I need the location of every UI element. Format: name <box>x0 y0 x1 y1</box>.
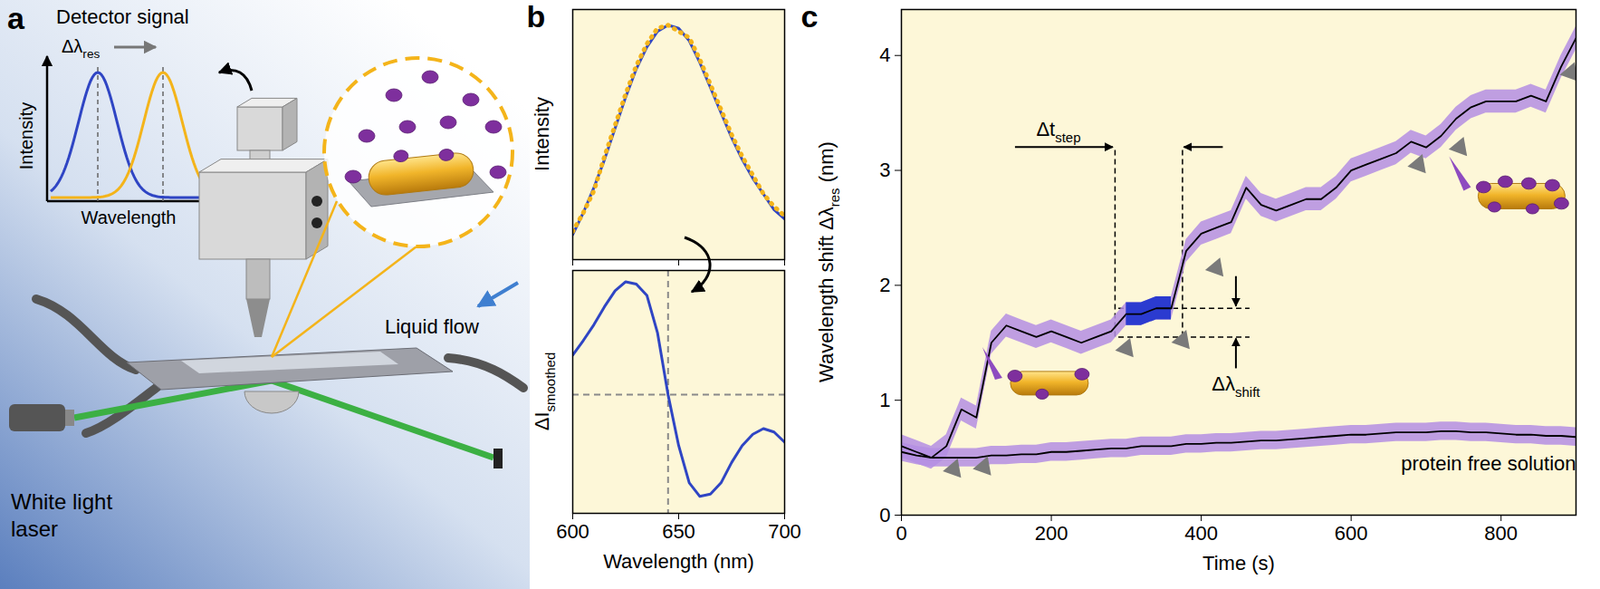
svg-text:Δtstep: Δtstep <box>1035 117 1081 145</box>
svg-text:400: 400 <box>1184 521 1218 545</box>
svg-text:Δλshift: Δλshift <box>1211 372 1261 400</box>
svg-text:1: 1 <box>879 388 891 412</box>
svg-text:Wavelength: Wavelength <box>81 207 177 228</box>
svg-text:3: 3 <box>879 158 891 182</box>
svg-text:4: 4 <box>879 43 891 67</box>
svg-text:White light: White light <box>10 488 113 514</box>
svg-text:700: 700 <box>767 519 802 543</box>
svg-text:Intensity: Intensity <box>530 96 554 172</box>
svg-text:c: c <box>801 0 819 34</box>
svg-text:a: a <box>7 0 26 36</box>
svg-text:Time (s): Time (s) <box>1202 551 1275 575</box>
svg-text:200: 200 <box>1034 521 1069 545</box>
svg-text:laser: laser <box>10 516 58 541</box>
svg-text:protein free solution: protein free solution <box>1400 451 1576 475</box>
svg-text:600: 600 <box>555 519 590 543</box>
svg-text:800: 800 <box>1484 521 1518 545</box>
svg-text:Δλres: Δλres <box>61 36 100 61</box>
svg-text:Liquid flow: Liquid flow <box>384 315 480 338</box>
svg-text:ΔIsmoothed: ΔIsmoothed <box>530 352 558 431</box>
svg-text:600: 600 <box>1334 521 1369 545</box>
svg-text:Wavelength (nm): Wavelength (nm) <box>603 549 755 573</box>
svg-text:2: 2 <box>879 273 891 297</box>
svg-text:Detector signal: Detector signal <box>56 5 190 29</box>
svg-text:650: 650 <box>661 519 696 543</box>
svg-text:0: 0 <box>895 521 907 545</box>
svg-text:b: b <box>526 0 547 34</box>
svg-text:Wavelength shift Δλres (nm): Wavelength shift Δλres (nm) <box>814 141 843 383</box>
svg-text:0: 0 <box>879 503 891 527</box>
svg-text:Intensity: Intensity <box>16 102 37 170</box>
